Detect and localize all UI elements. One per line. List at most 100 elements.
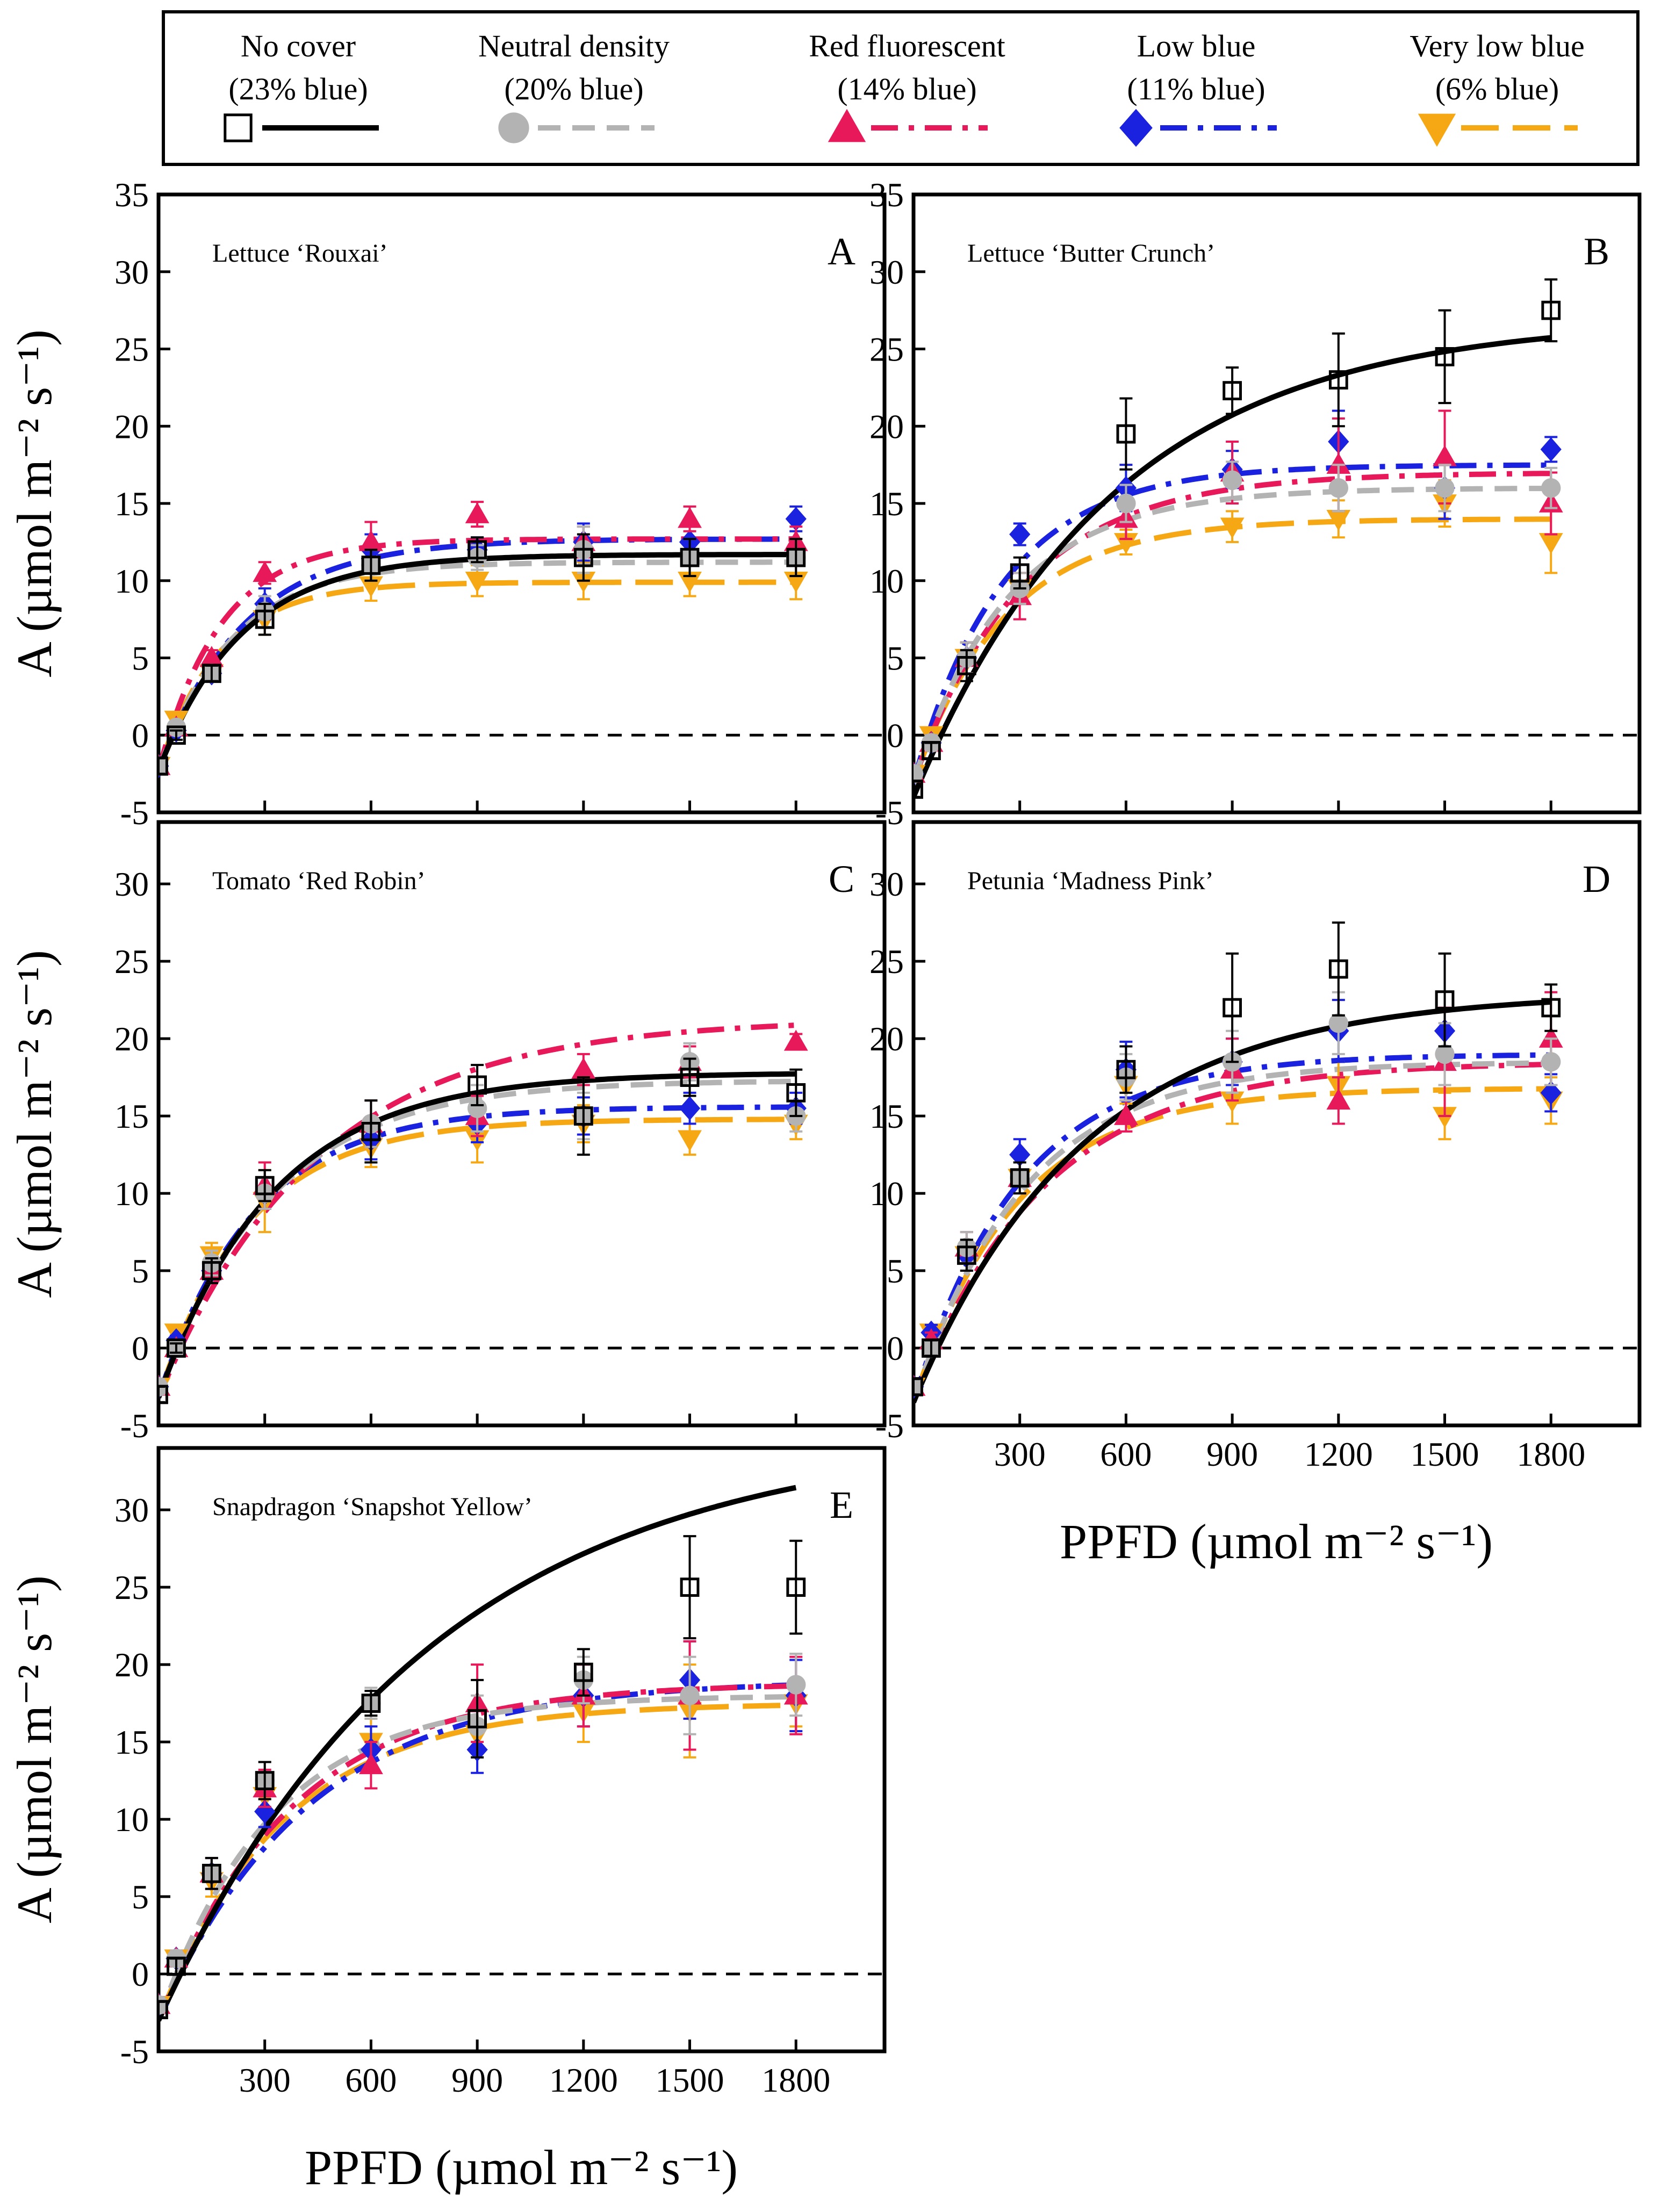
y-tick-label: -5 [120,2033,149,2071]
fit-curve-very-low-blue [159,1702,796,2022]
legend: No cover (23% blue) Neutral density (20% bl… [162,10,1640,166]
data-point [255,1771,275,1790]
data-point [1328,1013,1349,1033]
data-point [167,1956,186,1976]
data-point [361,1694,381,1713]
y-tick-label: 25 [114,942,149,981]
data-point [680,1068,700,1087]
data-point [359,1753,383,1775]
data-point [1116,1060,1136,1079]
data-point [167,1338,186,1358]
panel-title: Snapdragon ‘Snapshot Yellow’ [212,1493,533,1521]
data-point [678,1130,702,1151]
data-point [1114,1104,1138,1125]
data-point [1326,1088,1351,1110]
data-point [786,1577,806,1597]
x-tick-label: 1800 [761,2061,830,2099]
data-point [1328,959,1348,979]
y-tick-label: -5 [120,794,149,832]
data-points [159,1535,808,2020]
legend-marker [224,113,253,142]
legend-box [162,10,1640,166]
data-point [1541,998,1561,1018]
legend-entry: Very low blue (6% blue) [1410,28,1585,147]
data-point [1435,990,1455,1010]
data-point [679,1096,701,1121]
data-point [922,1338,941,1358]
panel-frame [156,1446,887,2054]
data-point [914,779,923,799]
data-point [922,741,941,760]
legend-sublabel: (6% blue) [1435,71,1559,106]
data-point [573,547,593,567]
data-point [1541,478,1561,498]
legend-marker [1418,113,1456,147]
y-tick-label: 30 [869,253,904,291]
x-tick-label: 1200 [1304,1435,1373,1473]
y-tick-label: 30 [869,865,904,903]
legend-sublabel: (23% blue) [228,71,368,106]
data-point [1328,478,1349,498]
data-point [1433,1107,1457,1128]
x-tick-label: 300 [994,1435,1046,1473]
data-point [1220,517,1245,539]
data-point [786,1083,806,1103]
data-point [786,1675,806,1695]
y-tick-label: 5 [132,1878,149,1916]
y-tick-label: 15 [869,485,904,523]
data-point [255,609,275,629]
legend-entry: Neutral density (20% blue) [478,28,670,143]
y-tick-label: 5 [132,639,149,678]
legend-label: Very low blue [1410,28,1584,63]
data-point [1541,1052,1561,1072]
panel-title: Tomato ‘Red Robin’ [212,867,426,895]
data-point [202,664,221,683]
data-point [1326,452,1351,474]
x-tick-label: 1800 [1516,1435,1585,1473]
y-tick-label: 10 [114,562,149,600]
data-point [202,1261,221,1280]
data-point [1540,1080,1562,1105]
data-point [359,530,383,551]
y-tick-label: 10 [869,1175,904,1213]
panel-letter: A [828,230,855,273]
y-tick-label: 20 [114,1646,149,1684]
panel-frame [156,192,887,815]
y-tick-label: 5 [887,639,904,678]
data-point [467,1098,487,1118]
x-tick-label: 600 [345,2061,397,2099]
data-point [255,1176,275,1195]
legend-label: Low blue [1137,28,1256,63]
data-points [914,921,1563,1399]
data-point [785,507,807,531]
panel-frame [911,192,1642,815]
y-tick-label: 0 [132,1955,149,1993]
data-point [361,1121,381,1141]
data-point [465,502,490,523]
fit-curve-no-cover [159,1485,797,2022]
legend-label: Red fluorescent [809,28,1005,63]
panel-title: Lettuce ‘Butter Crunch’ [967,239,1215,268]
data-point [254,1799,276,1824]
panel-letter: C [829,858,854,900]
data-point [680,1577,700,1597]
data-point [1223,381,1242,401]
y-tick-label: 10 [869,562,904,600]
panel-letter: B [1584,230,1609,273]
legend-label: No cover [241,28,356,63]
y-tick-label: 35 [114,176,149,214]
panel-e: -5 0 5 10 15 20 25 30 300 600 900 1200 1500 1800 Snapd… [114,1446,887,2099]
data-point [680,547,700,567]
data-point [957,1245,976,1265]
data-point [1540,437,1562,462]
data-point [1222,470,1242,491]
y-tick-label: 15 [114,1723,149,1761]
x-axis-label: PPFD (µmol m⁻² s⁻¹) [1060,1514,1493,1569]
y-axis-label: A (µmol m⁻² s⁻¹) [7,950,62,1298]
y-tick-label: 25 [869,330,904,369]
y-tick-label: 15 [869,1097,904,1135]
data-point [465,571,490,593]
data-point [167,725,186,745]
legend-sublabel: (11% blue) [1127,71,1265,106]
y-tick-label: 25 [114,1568,149,1606]
